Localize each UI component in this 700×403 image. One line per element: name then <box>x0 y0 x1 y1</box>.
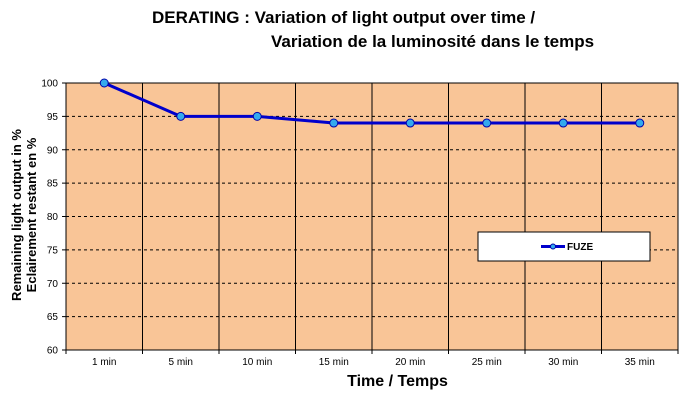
x-tick-label: 35 min <box>625 357 655 368</box>
y-tick-label: 60 <box>47 346 59 357</box>
y-tick-label: 100 <box>41 79 58 90</box>
y-tick-label: 65 <box>47 312 59 323</box>
x-tick-label: 1 min <box>92 357 116 368</box>
title-line-1: DERATING : Variation of light output ove… <box>152 8 536 27</box>
y-tick-label: 85 <box>47 179 59 190</box>
y-tick-label: 90 <box>47 145 59 156</box>
x-tick-label: 30 min <box>548 357 578 368</box>
y-tick-label: 95 <box>47 112 59 123</box>
series-line-fuze <box>103 81 640 125</box>
x-tick-label: 25 min <box>472 357 502 368</box>
data-point <box>252 111 262 121</box>
data-point <box>176 111 186 121</box>
data-point <box>482 118 492 128</box>
y-tick-label: 75 <box>47 245 59 256</box>
data-point <box>635 118 645 128</box>
data-point <box>405 118 415 128</box>
legend-marker <box>550 243 556 250</box>
data-point <box>99 78 109 88</box>
x-tick-label: 15 min <box>319 357 349 368</box>
x-tick-label: 5 min <box>169 357 193 368</box>
x-tick-label: 10 min <box>242 357 272 368</box>
title-line-2: Variation de la luminosité dans le temps <box>271 32 595 51</box>
data-point <box>558 118 568 128</box>
legend-label: FUZE <box>567 242 593 253</box>
y-tick-label: 80 <box>47 212 59 223</box>
x-tick-label: 20 min <box>395 357 425 368</box>
data-point <box>329 118 339 128</box>
y-tick-label: 70 <box>47 279 59 290</box>
x-axis-title: Time / Temps <box>347 373 448 390</box>
